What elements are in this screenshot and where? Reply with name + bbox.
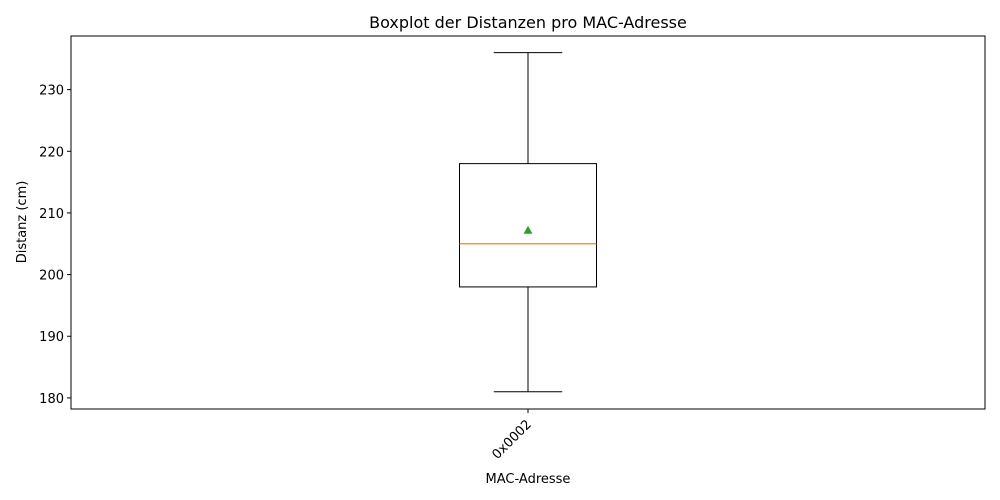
y-tick-label: 200: [39, 269, 64, 284]
y-axis-label: Distanz (cm): [15, 181, 30, 264]
boxes: [459, 52, 597, 393]
y-tick-label: 210: [39, 207, 64, 222]
x-axis-label: MAC-Adresse: [486, 472, 571, 487]
x-tick-label: 0x0002: [490, 417, 535, 462]
x-axis: 0x0002: [490, 409, 535, 463]
y-tick-label: 230: [39, 84, 64, 99]
chart-title: Boxplot der Distanzen pro MAC-Adresse: [369, 13, 687, 32]
y-tick-label: 220: [39, 145, 64, 160]
iqr-box: [459, 163, 597, 288]
y-tick-label: 190: [39, 330, 64, 345]
y-axis: 180 190 200 210 220 230: [39, 84, 71, 407]
y-tick-label: 180: [39, 392, 64, 407]
box-0x0002: [459, 52, 597, 393]
mean-marker: [523, 225, 533, 234]
